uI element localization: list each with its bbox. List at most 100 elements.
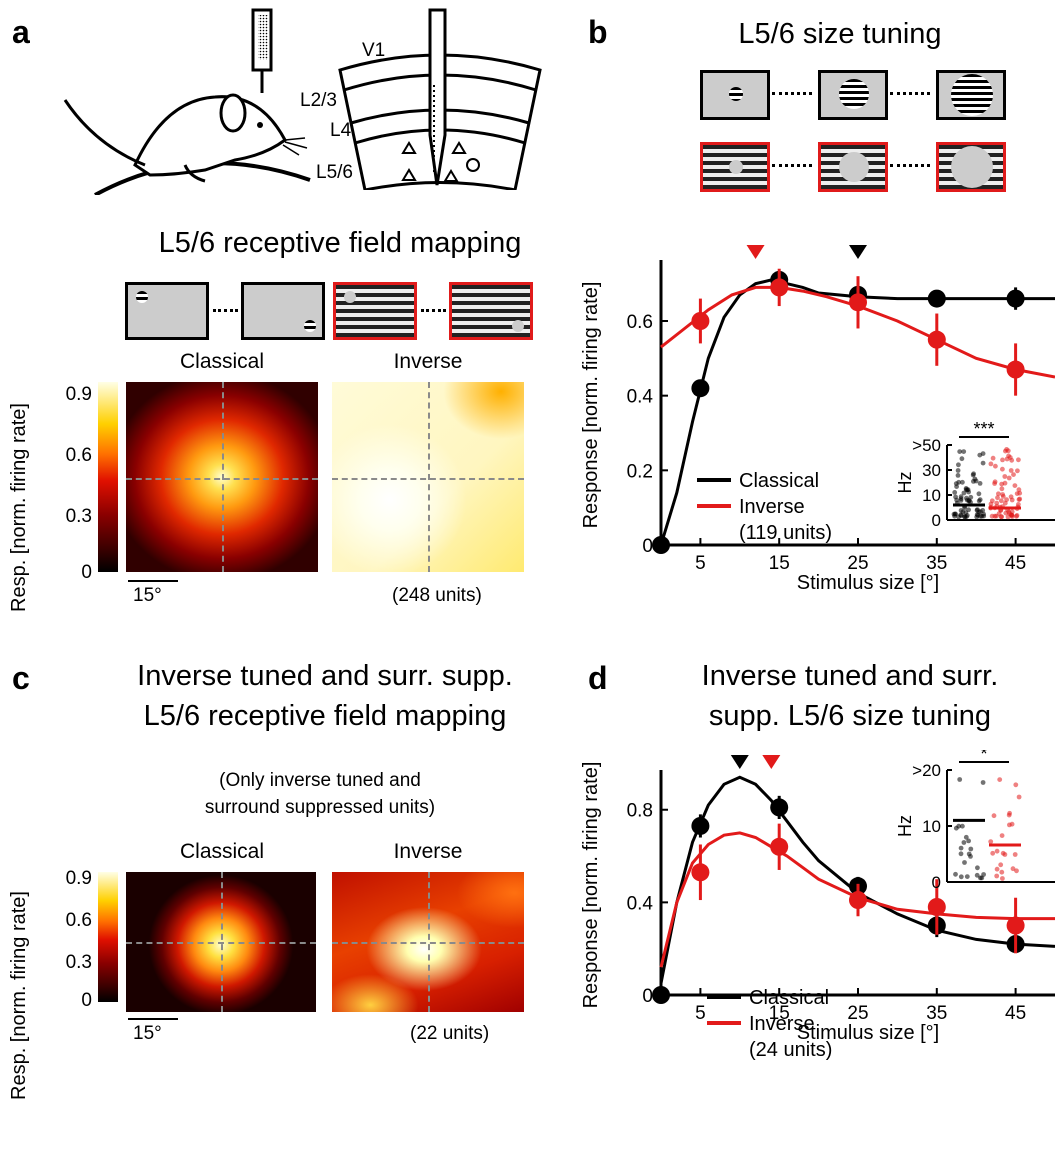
inset-significance: *** [973, 419, 994, 439]
inset-dot [964, 874, 970, 879]
inset-dot [1015, 468, 1020, 474]
inset-y-tick-label: 0 [932, 873, 941, 892]
inset-dot [953, 494, 958, 500]
inset-y-tick-label: 10 [922, 486, 941, 505]
data-point-classical [652, 986, 670, 1004]
inset-dot [966, 838, 971, 844]
inset-dot [1016, 794, 1022, 800]
inset-dot [990, 455, 996, 461]
inset-y-tick-label: 30 [922, 461, 941, 480]
stim-classical-large [936, 70, 1006, 120]
y-tick-label: 0.4 [627, 893, 654, 914]
inset-dot [994, 848, 1000, 854]
inset-dot [1005, 448, 1011, 454]
data-point-inverse [770, 837, 789, 856]
panel-a-title: L5/6 receptive field mapping [158, 227, 522, 259]
cortex-schematic [338, 8, 542, 190]
inset-dot [999, 833, 1005, 838]
size-stimulus-rows [700, 70, 1030, 210]
y-tick-label: 0.2 [627, 461, 653, 482]
heatmap-inverse-c [332, 872, 524, 1012]
inset-dot [1008, 512, 1014, 518]
stim-inverse-bottomright [449, 282, 533, 340]
inset-dot [956, 514, 961, 520]
inset-dot [977, 452, 983, 458]
inset-dot [999, 486, 1005, 492]
inset-dot [1006, 812, 1012, 818]
inset-dot [968, 846, 974, 852]
inset-dot [1000, 876, 1005, 881]
inset-dot [1000, 494, 1006, 499]
cbar-tick-c-03: 0.3 [65, 952, 92, 973]
inset-dot [1002, 474, 1008, 479]
legend-label-classical: Classical [749, 987, 829, 1009]
inset-dot [977, 497, 983, 503]
fit-curve-inverse [660, 285, 1055, 379]
legend-label-inverse: Inverse [749, 1013, 815, 1035]
cbar-tick-a-0: 0 [81, 562, 92, 583]
inset-dot [1009, 457, 1015, 463]
data-point-classical [691, 379, 710, 398]
map-title-classical-c: Classical [179, 840, 265, 863]
size-tuning-chart-b: 5 15 25 35 45 0 0.2 0.4 0.6 Stimulus size [°] Resp… [580, 245, 1055, 594]
inset-dot [956, 823, 962, 829]
inset-dot [980, 780, 986, 785]
inset-dot [961, 449, 967, 454]
inset-dot [958, 851, 964, 857]
inset-dot [1013, 782, 1019, 788]
colorbar-label-a: Resp. [norm. firing rate] [8, 403, 30, 612]
x-tick-label: 45 [1005, 1003, 1026, 1024]
map-title-inverse-c: Inverse [393, 840, 463, 863]
map-title-classical-a: Classical [179, 350, 265, 373]
legend-label-classical: Classical [739, 470, 819, 492]
heatmap-inverse-a [332, 382, 524, 572]
inset-dot [951, 511, 957, 517]
inset-dot [1009, 821, 1015, 827]
data-point-classical [1006, 289, 1025, 308]
inset-dot [980, 460, 986, 466]
cbar-tick-a-03: 0.3 [65, 506, 92, 527]
units-label: (119 units) [739, 522, 832, 544]
peak-marker-classical [730, 755, 749, 769]
inset-dot [963, 834, 969, 840]
inset-dot [974, 514, 980, 520]
inset-dot [1010, 866, 1016, 872]
inset-dot [961, 840, 967, 845]
data-point-inverse [849, 891, 867, 910]
inset-dot [962, 514, 968, 519]
inset-dot [998, 862, 1004, 868]
y-tick-label: 0.6 [627, 312, 653, 333]
y-tick-label: 0 [642, 986, 653, 1007]
inset-dot [1016, 502, 1021, 507]
inset-dot [955, 468, 961, 473]
inset-dot [962, 860, 967, 865]
inset-dot [988, 839, 994, 844]
stim-classical-topleft [125, 282, 209, 340]
data-point-inverse [691, 863, 710, 882]
inset-dot [997, 777, 1003, 782]
colorbar-a [98, 382, 118, 572]
inset-dot [999, 514, 1005, 520]
stim-inverse-large [936, 142, 1006, 192]
heatmap-classical-a [126, 382, 318, 572]
inset-dot [1011, 472, 1016, 477]
x-axis-label: Stimulus size [°] [797, 1022, 939, 1044]
inset-dot [953, 871, 958, 877]
inset-dot [1016, 487, 1022, 493]
units-label: (24 units) [749, 1039, 832, 1061]
inset-dot [1008, 468, 1014, 473]
inset-dot [956, 479, 962, 485]
stim-inverse-medium [818, 142, 888, 192]
data-point-inverse [770, 278, 789, 297]
scalebar-c [128, 1018, 178, 1020]
inset-dot [1017, 496, 1023, 502]
panel-c-title-line1: Inverse tuned and surr. supp. [137, 660, 513, 692]
panel-c-title-line2: L5/6 receptive field mapping [143, 700, 507, 732]
units-label-c: (22 units) [410, 1023, 490, 1044]
peak-marker-inverse [746, 245, 765, 259]
inset-dot [979, 875, 985, 881]
inset-dot [992, 479, 998, 485]
panel-label-a: a [12, 14, 30, 50]
inset-dot [1000, 850, 1006, 856]
x-tick-label: 5 [695, 1003, 706, 1024]
